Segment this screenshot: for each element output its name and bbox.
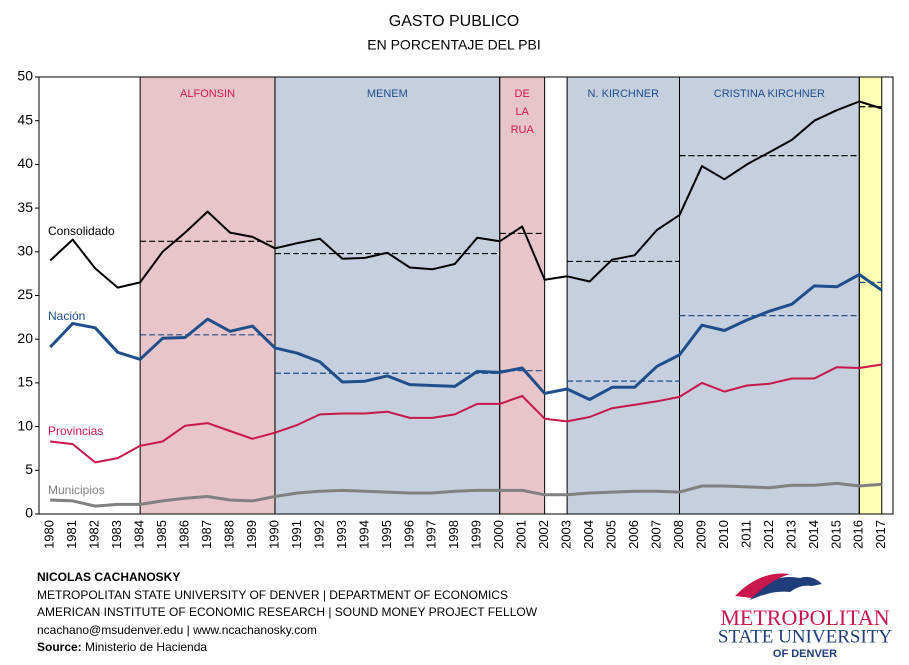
footer-line: ncachano@msudenver.edu | www.ncachanosky… [37, 623, 317, 637]
series-line [49, 273, 883, 401]
logo: METROPOLITAN STATE UNIVERSITY OF DENVER [718, 573, 892, 660]
period-band [499, 77, 545, 514]
period-band [567, 77, 680, 514]
x-tick-label: 2003 [559, 520, 574, 549]
y-tick-label: 50 [17, 68, 33, 84]
footer-line: METROPOLITAN STATE UNIVERSITY OF DENVER … [37, 588, 508, 602]
x-tick-label: 1980 [42, 520, 57, 549]
x-tick-label: 2012 [761, 520, 776, 549]
logo-text: STATE UNIVERSITY [718, 626, 892, 647]
x-tick-label: 2008 [671, 520, 686, 549]
y-tick-label: 45 [17, 111, 33, 127]
period-band [859, 77, 882, 514]
y-tick-label: 0 [25, 505, 33, 521]
x-tick-label: 2000 [491, 520, 506, 549]
x-tick-label: 1997 [424, 520, 439, 549]
y-tick-label: 20 [17, 330, 33, 346]
period-label: CRISTINA KIRCHNER [714, 88, 825, 100]
x-tick-label: 2013 [783, 520, 798, 549]
logo-eagle [750, 576, 822, 600]
period-label: N. KIRCHNER [588, 88, 660, 100]
x-tick-label: 2017 [873, 520, 888, 549]
y-tick-label: 5 [25, 461, 33, 477]
x-tick-label: 2010 [716, 520, 731, 549]
x-tick-label: 2006 [626, 520, 641, 549]
period-band [274, 77, 500, 514]
y-tick-label: 25 [17, 286, 33, 302]
logo-text: METROPOLITAN [720, 605, 889, 630]
footer-line: AMERICAN INSTITUTE OF ECONOMIC RESEARCH … [37, 605, 538, 619]
x-tick-label: 1986 [177, 520, 192, 549]
x-tick-label: 1989 [244, 520, 259, 549]
x-tick-label: 1999 [469, 520, 484, 549]
series-label: Nación [48, 309, 85, 323]
x-tick-label: 2011 [738, 520, 753, 548]
x-tick-label: 1991 [289, 520, 304, 549]
x-tick-label: 1998 [446, 520, 461, 549]
period-label: MENEM [367, 88, 408, 100]
x-tick-label: 2007 [648, 520, 663, 549]
x-tick-label: 2015 [828, 520, 843, 549]
x-tick-label: 2005 [604, 520, 619, 549]
series-line [49, 100, 883, 289]
series-line [50, 363, 882, 464]
x-tick-label: 1984 [132, 520, 147, 549]
series-label: Provincias [48, 424, 103, 438]
x-tick-label: 2009 [693, 520, 708, 549]
y-tick-label: 10 [17, 417, 33, 433]
y-tick-label: 35 [17, 199, 33, 215]
x-tick-label: 1993 [334, 520, 349, 549]
x-tick-label: 2001 [514, 520, 529, 549]
x-tick-label: 1982 [87, 520, 102, 549]
x-tick-label: 1990 [266, 520, 281, 549]
y-tick-label: 15 [17, 374, 33, 390]
period-label: LA [515, 106, 529, 118]
author: NICOLAS CACHANOSKY [37, 570, 180, 584]
series-label: Consolidado [48, 224, 115, 238]
x-tick-label: 2014 [806, 520, 821, 549]
x-tick-label: 1985 [154, 520, 169, 549]
logo-text: OF DENVER [773, 648, 837, 660]
y-tick-label: 30 [17, 243, 33, 259]
period-label: DE [515, 88, 530, 100]
source: Ministerio de Hacienda [85, 640, 207, 654]
x-tick-label: 1987 [199, 520, 214, 549]
source-label: Source: [37, 640, 82, 654]
y-tick-label: 40 [17, 155, 33, 171]
x-tick-label: 1995 [379, 520, 394, 549]
chart-title: GASTO PUBLICO [389, 13, 519, 30]
x-tick-label: 1994 [356, 520, 371, 549]
series-label: Municipios [48, 483, 105, 497]
x-tick-label: 1992 [311, 520, 326, 549]
chart-subtitle: EN PORCENTAJE DEL PBI [367, 37, 540, 53]
series-line [50, 481, 882, 508]
footer: NICOLAS CACHANOSKY METROPOLITAN STATE UN… [37, 570, 538, 654]
logo-wing [735, 573, 790, 598]
x-tick-label: 1981 [64, 520, 79, 549]
x-tick-label: 1996 [401, 520, 416, 549]
period-label: ALFONSIN [180, 88, 235, 100]
x-tick-label: 1983 [109, 520, 124, 549]
period-label: RUA [511, 124, 535, 136]
x-tick-label: 2004 [581, 520, 596, 549]
period-band [679, 77, 860, 514]
plot: ALFONSIN MENEM DE LA RUA N. KIRCHNER CRISTINA … [17, 68, 894, 549]
period-band [140, 77, 275, 514]
x-tick-label: 2016 [851, 520, 866, 549]
x-tick-label: 1988 [221, 520, 236, 549]
x-tick-label: 2002 [536, 520, 551, 549]
